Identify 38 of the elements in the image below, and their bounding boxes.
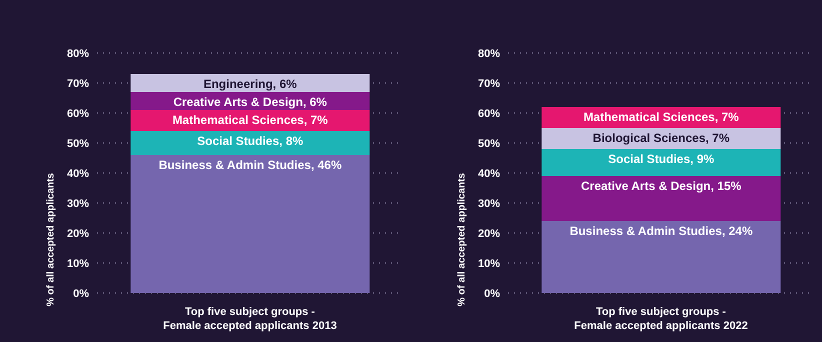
data-label: Mathematical Sciences, 7% xyxy=(583,110,740,124)
data-label: Mathematical Sciences, 7% xyxy=(172,113,328,127)
y-tick-label: 0% xyxy=(73,288,90,300)
data-label: Business & Admin Studies, 24% xyxy=(570,224,753,238)
y-tick-label: 70% xyxy=(478,78,500,90)
data-label: Biological Sciences, 7% xyxy=(592,131,730,145)
bar xyxy=(130,155,370,293)
data-label: Social Studies, 9% xyxy=(608,152,715,166)
data-label: Social Studies, 8% xyxy=(197,134,304,148)
y-tick-label: 60% xyxy=(478,108,500,120)
y-tick-label: 70% xyxy=(66,78,90,90)
y-tick-label: 20% xyxy=(66,228,90,240)
bar xyxy=(130,131,370,155)
data-label: Engineering, 6% xyxy=(203,77,298,91)
x-tick-label: Top five subject groups - Female accepted applicants 2022 xyxy=(574,306,748,332)
y-tick-label: 20% xyxy=(478,228,500,240)
data-label: Creative Arts & Design, 15% xyxy=(581,179,742,193)
bar xyxy=(542,149,781,176)
y-tick-label: 50% xyxy=(66,138,90,150)
y-tick-label: 40% xyxy=(66,168,90,180)
bar xyxy=(542,221,781,293)
y-tick-label: 50% xyxy=(478,138,500,150)
y-axis-title: % of all accepted applicants xyxy=(456,172,468,306)
data-label: Business & Admin Studies, 46% xyxy=(158,158,342,172)
y-tick-label: 10% xyxy=(66,258,90,270)
bar xyxy=(542,176,781,221)
y-tick-label: 10% xyxy=(478,258,500,270)
y-axis-title: % of all accepted applicants xyxy=(46,172,57,306)
data-label: Creative Arts & Design, 6% xyxy=(173,95,328,109)
y-tick-label: 30% xyxy=(66,198,90,210)
y-tick-label: 80% xyxy=(66,48,90,60)
y-tick-label: 60% xyxy=(66,108,90,120)
y-tick-label: 80% xyxy=(478,48,500,60)
y-tick-label: 30% xyxy=(478,198,500,210)
x-tick-label: Top five subject groups - Female accepted applicants 2013 xyxy=(163,306,337,332)
y-tick-label: 0% xyxy=(484,288,500,300)
bar xyxy=(130,74,370,92)
y-tick-label: 40% xyxy=(478,168,500,180)
